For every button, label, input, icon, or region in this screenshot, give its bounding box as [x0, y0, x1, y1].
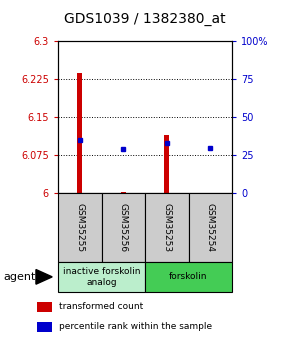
Text: percentile rank within the sample: percentile rank within the sample [59, 322, 212, 331]
Bar [37, 302, 52, 312]
Bar [77, 73, 82, 193]
Bar [121, 192, 126, 193]
Text: inactive forskolin
analog: inactive forskolin analog [63, 267, 140, 287]
Polygon shape [36, 269, 52, 284]
Text: agent: agent [3, 272, 35, 282]
Text: GDS1039 / 1382380_at: GDS1039 / 1382380_at [64, 12, 226, 26]
FancyBboxPatch shape [58, 262, 145, 292]
Text: GSM35253: GSM35253 [162, 203, 171, 252]
Text: GSM35255: GSM35255 [75, 203, 84, 252]
Text: transformed count: transformed count [59, 302, 143, 311]
FancyBboxPatch shape [188, 193, 232, 262]
FancyBboxPatch shape [58, 193, 102, 262]
Text: forskolin: forskolin [169, 272, 208, 282]
Text: GSM35254: GSM35254 [206, 203, 215, 252]
FancyBboxPatch shape [145, 193, 188, 262]
Text: GSM35256: GSM35256 [119, 203, 128, 252]
FancyBboxPatch shape [145, 262, 232, 292]
FancyBboxPatch shape [102, 193, 145, 262]
Bar [37, 322, 52, 332]
Bar [164, 135, 169, 193]
